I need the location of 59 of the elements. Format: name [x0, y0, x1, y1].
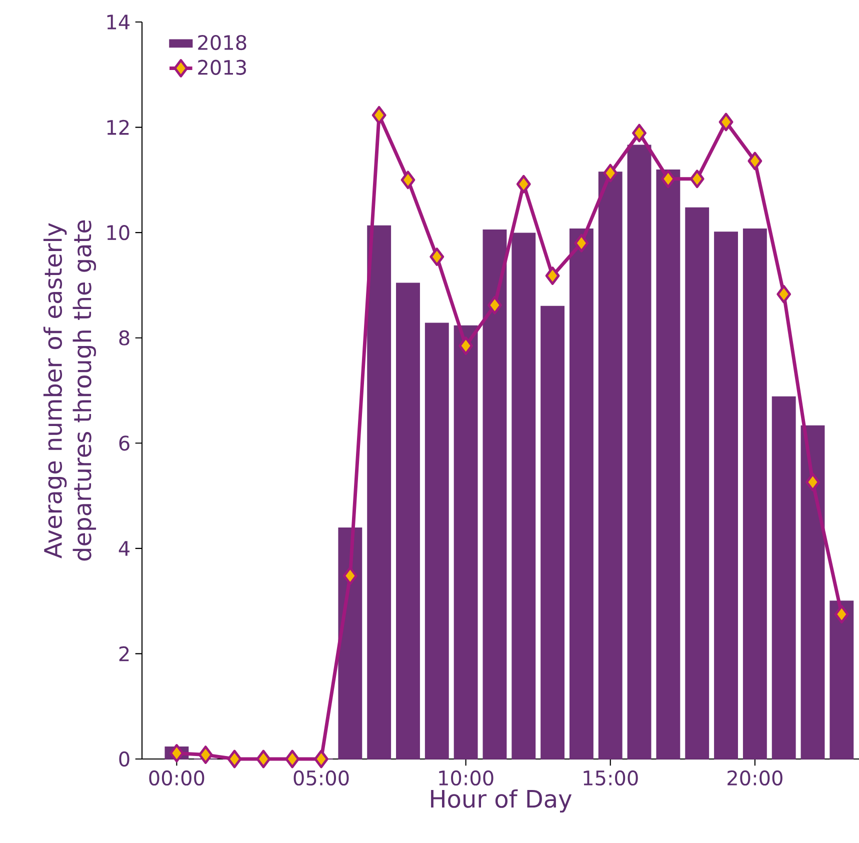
point	[690, 170, 704, 188]
bar	[569, 228, 594, 760]
bar	[685, 207, 710, 760]
point	[603, 164, 618, 182]
y-axis-title: Average number of easterly departures through the gate	[43, 220, 96, 561]
bar	[512, 232, 536, 760]
bar	[482, 230, 507, 760]
point	[400, 170, 416, 190]
point	[488, 296, 502, 314]
bar	[540, 306, 565, 760]
y-tick-label: 0	[119, 751, 130, 767]
point	[256, 750, 271, 768]
y-tick-label: 10	[107, 225, 130, 240]
point	[545, 266, 560, 285]
bar	[367, 225, 392, 760]
y-tick-label: 8	[119, 330, 130, 346]
bar	[338, 528, 362, 760]
point	[314, 750, 328, 768]
point	[372, 106, 386, 124]
x-tick-label: 00:00	[149, 770, 204, 786]
point	[198, 746, 213, 764]
y-tick-label: 12	[107, 120, 129, 135]
y-tick-label: 2	[119, 646, 129, 662]
x-tick-label: 15:00	[584, 770, 638, 786]
bar	[627, 144, 652, 760]
bar	[598, 172, 622, 760]
point	[285, 750, 300, 768]
point	[660, 170, 676, 188]
point	[632, 124, 646, 142]
bar	[742, 228, 767, 760]
point	[516, 174, 531, 194]
point	[430, 248, 444, 266]
x-tick-label: 20:00	[728, 770, 782, 786]
bar	[714, 232, 738, 760]
point	[776, 284, 792, 304]
bar	[424, 322, 449, 760]
y-tick-label: 14	[107, 14, 130, 30]
bar	[772, 396, 796, 760]
legend-label: 2013	[198, 60, 246, 75]
point	[574, 234, 589, 252]
point	[806, 472, 820, 492]
x-tick-label: 10:00	[439, 770, 494, 786]
bar	[656, 170, 680, 760]
legend-label: 2018	[198, 34, 246, 50]
bar	[396, 282, 420, 760]
point	[458, 336, 474, 355]
point	[227, 750, 242, 768]
point	[748, 152, 762, 170]
point	[170, 744, 184, 762]
point	[718, 112, 734, 132]
bar	[800, 425, 825, 760]
x-axis-title: Hour of Day	[431, 789, 572, 813]
y-tick-label: 4	[118, 541, 130, 556]
bar	[830, 600, 854, 760]
bar	[454, 325, 478, 760]
point	[834, 605, 849, 624]
point	[342, 566, 358, 586]
x-tick-label: 05:00	[294, 770, 349, 786]
y-tick-label: 6	[119, 436, 130, 451]
